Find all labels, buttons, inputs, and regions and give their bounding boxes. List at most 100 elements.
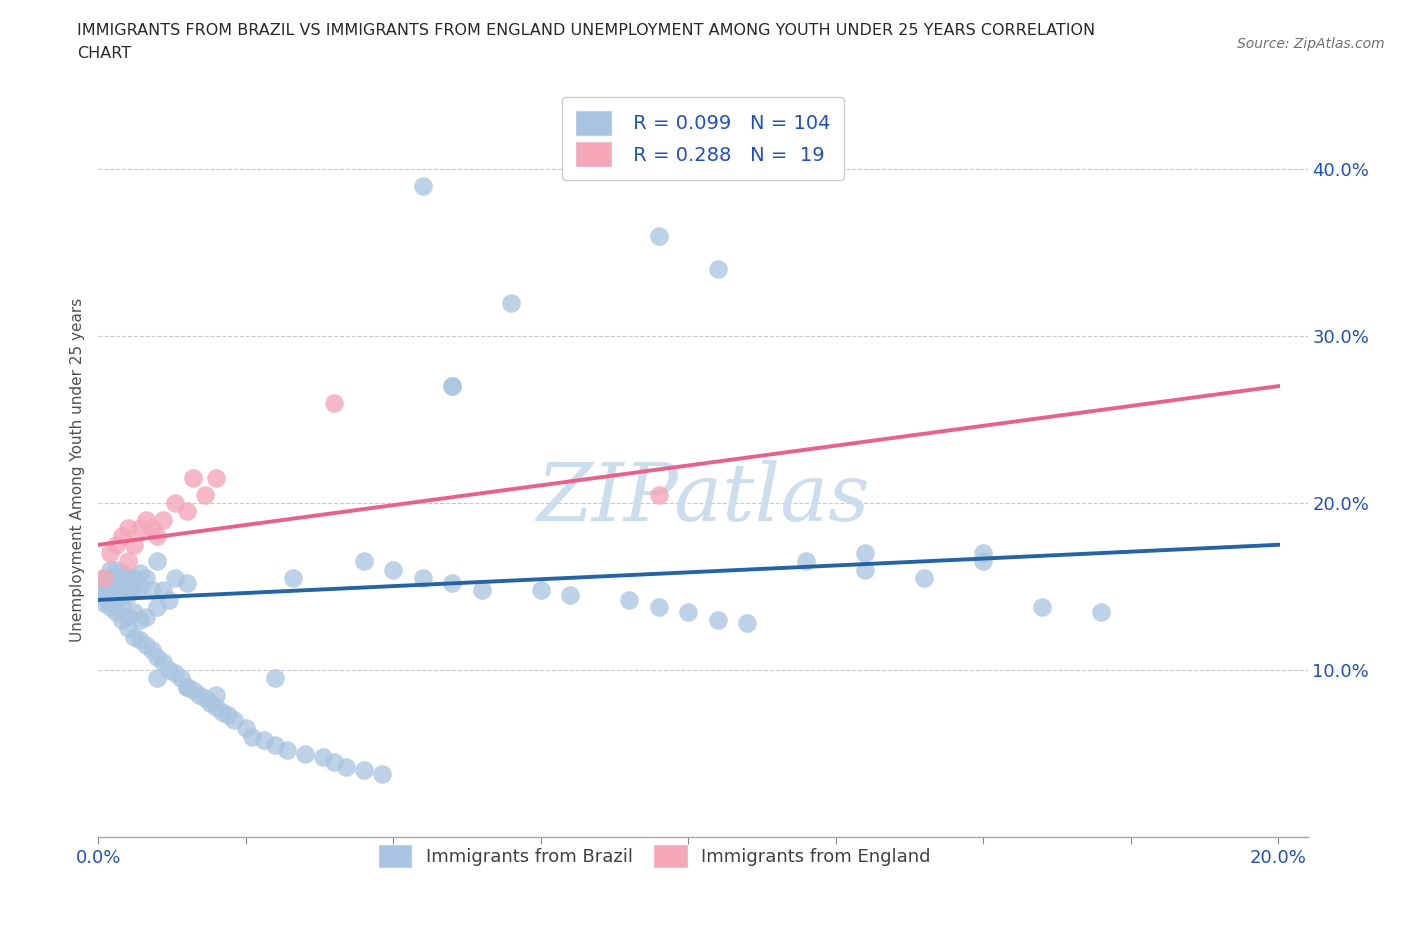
Point xyxy=(117,609,139,624)
Point xyxy=(235,721,257,736)
Point xyxy=(111,599,134,614)
Point xyxy=(311,750,333,764)
Point xyxy=(353,763,375,777)
Point xyxy=(122,604,145,619)
Point xyxy=(176,679,198,694)
Point xyxy=(735,616,758,631)
Point xyxy=(135,638,157,653)
Point xyxy=(222,712,245,727)
Point xyxy=(217,708,239,723)
Point xyxy=(128,579,150,594)
Point xyxy=(441,576,464,591)
Point xyxy=(135,512,157,527)
Point xyxy=(194,691,217,706)
Point xyxy=(972,546,994,561)
Point xyxy=(122,630,145,644)
Point xyxy=(165,496,187,511)
Point xyxy=(281,571,304,586)
Point xyxy=(181,471,204,485)
Point xyxy=(560,588,582,603)
Point xyxy=(105,588,128,603)
Point xyxy=(146,554,169,569)
Point xyxy=(98,582,121,597)
Point xyxy=(93,571,115,586)
Point xyxy=(105,582,128,597)
Point xyxy=(441,379,464,393)
Point xyxy=(648,599,671,614)
Point xyxy=(1031,599,1053,614)
Point xyxy=(170,671,193,685)
Point xyxy=(619,592,641,607)
Point xyxy=(93,571,115,586)
Point xyxy=(117,571,139,586)
Point xyxy=(141,582,163,597)
Point xyxy=(648,487,671,502)
Point xyxy=(382,563,405,578)
Point xyxy=(128,565,150,580)
Point xyxy=(111,579,134,594)
Point xyxy=(152,582,174,597)
Text: CHART: CHART xyxy=(77,46,131,61)
Point xyxy=(200,696,222,711)
Point xyxy=(240,729,263,744)
Point xyxy=(122,571,145,586)
Point xyxy=(264,737,287,752)
Point xyxy=(412,179,434,193)
Point xyxy=(176,576,198,591)
Point xyxy=(135,609,157,624)
Point xyxy=(276,743,298,758)
Point xyxy=(323,395,346,410)
Point xyxy=(335,760,357,775)
Point xyxy=(93,588,115,603)
Point xyxy=(912,571,935,586)
Point xyxy=(141,643,163,658)
Point xyxy=(176,679,198,694)
Point xyxy=(105,563,128,578)
Point xyxy=(141,521,163,536)
Point xyxy=(98,563,121,578)
Point xyxy=(117,582,139,597)
Point xyxy=(117,621,139,636)
Point xyxy=(205,699,228,714)
Point xyxy=(128,613,150,628)
Point xyxy=(111,613,134,628)
Point xyxy=(117,554,139,569)
Legend: Immigrants from Brazil, Immigrants from England: Immigrants from Brazil, Immigrants from … xyxy=(370,836,939,876)
Point xyxy=(412,571,434,586)
Point xyxy=(146,649,169,664)
Point xyxy=(205,687,228,702)
Point xyxy=(205,471,228,485)
Point xyxy=(794,554,817,569)
Point xyxy=(93,576,115,591)
Point xyxy=(252,733,274,748)
Point xyxy=(98,592,121,607)
Point xyxy=(853,546,876,561)
Text: Source: ZipAtlas.com: Source: ZipAtlas.com xyxy=(1237,37,1385,51)
Point xyxy=(122,538,145,552)
Point xyxy=(101,596,124,611)
Point xyxy=(165,666,187,681)
Point xyxy=(105,538,128,552)
Point xyxy=(146,599,169,614)
Point xyxy=(105,596,128,611)
Point xyxy=(323,754,346,769)
Point xyxy=(96,592,118,607)
Point xyxy=(98,571,121,586)
Point xyxy=(211,704,233,719)
Point xyxy=(187,687,209,702)
Point xyxy=(972,554,994,569)
Point xyxy=(648,229,671,244)
Point xyxy=(1090,604,1112,619)
Point xyxy=(157,662,180,677)
Point xyxy=(122,582,145,597)
Point xyxy=(176,504,198,519)
Point xyxy=(93,596,115,611)
Point xyxy=(98,588,121,603)
Point xyxy=(117,588,139,603)
Point xyxy=(441,379,464,393)
Point xyxy=(264,671,287,685)
Point xyxy=(146,671,169,685)
Point xyxy=(706,613,728,628)
Point xyxy=(706,262,728,277)
Point xyxy=(128,521,150,536)
